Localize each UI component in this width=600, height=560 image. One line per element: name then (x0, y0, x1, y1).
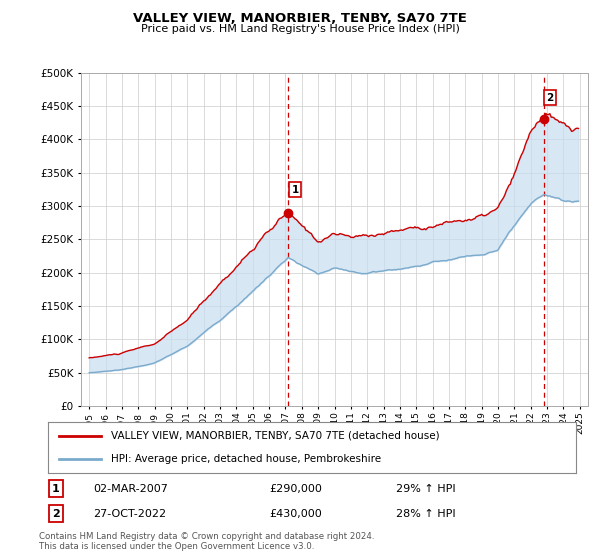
Text: 02-MAR-2007: 02-MAR-2007 (93, 484, 168, 493)
Text: VALLEY VIEW, MANORBIER, TENBY, SA70 7TE (detached house): VALLEY VIEW, MANORBIER, TENBY, SA70 7TE … (112, 431, 440, 441)
Text: HPI: Average price, detached house, Pembrokeshire: HPI: Average price, detached house, Pemb… (112, 454, 382, 464)
Text: £430,000: £430,000 (270, 509, 323, 519)
Text: 28% ↑ HPI: 28% ↑ HPI (397, 509, 456, 519)
Text: 2: 2 (547, 93, 554, 103)
Text: 27-OCT-2022: 27-OCT-2022 (93, 509, 166, 519)
Text: VALLEY VIEW, MANORBIER, TENBY, SA70 7TE: VALLEY VIEW, MANORBIER, TENBY, SA70 7TE (133, 12, 467, 25)
Text: Contains HM Land Registry data © Crown copyright and database right 2024.
This d: Contains HM Land Registry data © Crown c… (39, 532, 374, 552)
Text: Price paid vs. HM Land Registry's House Price Index (HPI): Price paid vs. HM Land Registry's House … (140, 24, 460, 34)
Text: 1: 1 (292, 185, 299, 195)
Text: £290,000: £290,000 (270, 484, 323, 493)
Text: 1: 1 (52, 484, 60, 493)
Text: 2: 2 (52, 509, 60, 519)
Text: 29% ↑ HPI: 29% ↑ HPI (397, 484, 456, 493)
